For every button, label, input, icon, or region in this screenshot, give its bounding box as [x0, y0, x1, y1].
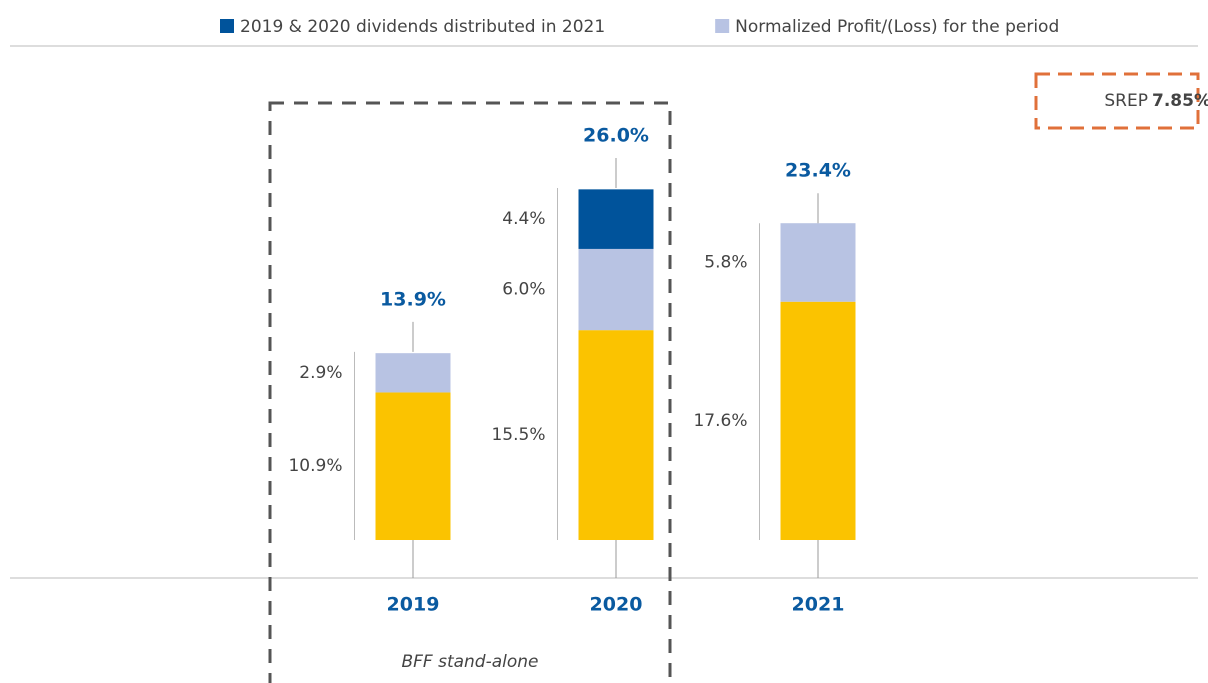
x-tick-label: 2021	[792, 594, 845, 616]
segment-label: 5.8%	[704, 252, 747, 272]
x-tick-label: 2020	[590, 594, 643, 616]
bar-segment	[578, 248, 654, 331]
segment-label: 15.5%	[491, 425, 545, 445]
total-label: 23.4%	[785, 160, 851, 182]
bar-segment	[375, 353, 451, 393]
legend-label: Normalized Profit/(Loss) for the period	[735, 17, 1059, 37]
segment-label: 10.9%	[288, 456, 342, 476]
bar-segment	[578, 330, 654, 540]
legend-swatch	[715, 19, 730, 33]
group-label: BFF stand-alone	[401, 652, 538, 672]
srep-value: 7.85%	[1152, 91, 1208, 111]
segment-label: 4.4%	[502, 209, 545, 229]
total-label: 26.0%	[583, 125, 649, 147]
srep-box	[1034, 72, 1200, 130]
segment-label: 2.9%	[299, 363, 342, 383]
bar-segment	[780, 223, 856, 302]
legend-label: 2019 & 2020 dividends distributed in 202…	[240, 17, 605, 37]
srep-label: SREP	[1104, 91, 1148, 111]
bar-segment	[780, 301, 856, 540]
legend-swatch	[220, 19, 234, 33]
total-label: 13.9%	[380, 288, 446, 310]
segment-label: 17.6%	[693, 411, 747, 431]
segment-label: 6.0%	[502, 280, 545, 300]
group-box	[268, 101, 672, 683]
x-tick-label: 2019	[387, 594, 440, 616]
bar-segment	[578, 189, 654, 249]
bar-segment	[375, 392, 451, 540]
